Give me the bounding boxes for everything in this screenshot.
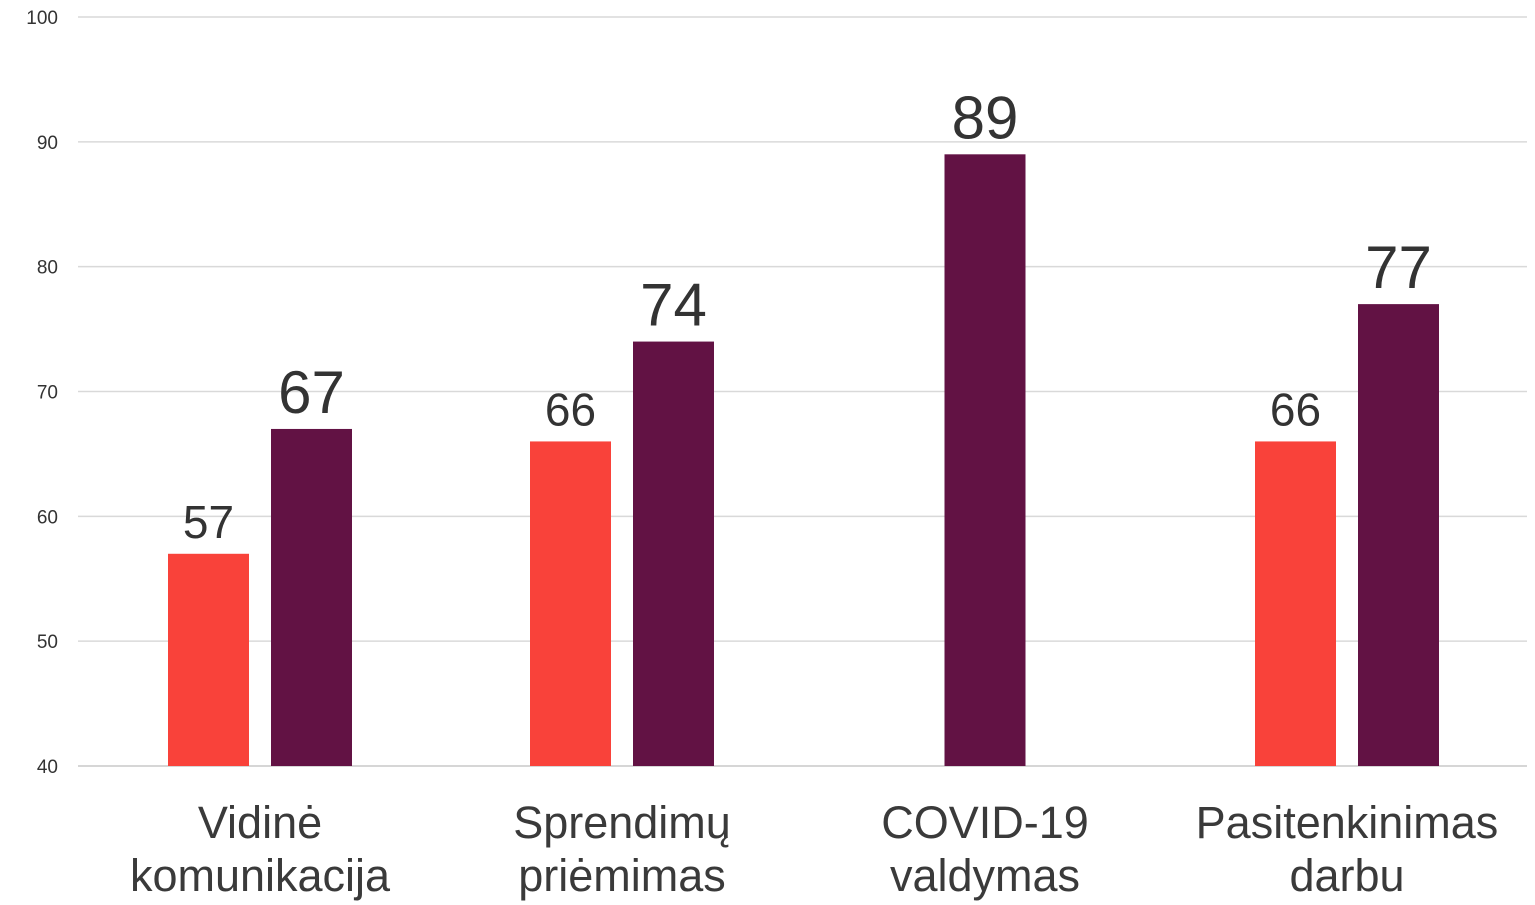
bar (633, 341, 714, 766)
bar (1358, 304, 1439, 766)
bar-value-label: 66 (1270, 383, 1321, 435)
category-label: Sprendimų priėmimas (513, 797, 731, 901)
y-tick-label: 80 (37, 258, 58, 279)
category-label: COVID-19 valdymas (881, 797, 1089, 901)
bar-value-label: 67 (278, 359, 345, 426)
y-tick-label: 90 (37, 133, 58, 154)
bar-value-label: 66 (545, 383, 596, 435)
data-labels: 57 67 66 74 89 66 77 (183, 84, 1432, 547)
bar (944, 154, 1026, 767)
bar (1255, 441, 1336, 766)
bar (530, 441, 611, 766)
bar-value-label: 57 (183, 496, 234, 548)
bar (271, 428, 352, 766)
category-label: Vidinė komunikacija (130, 797, 391, 901)
y-tick-label: 100 (26, 8, 58, 29)
y-tick-label: 40 (37, 757, 58, 778)
y-tick-label: 50 (37, 632, 58, 653)
y-tick-label: 60 (37, 507, 58, 528)
y-axis-ticks: 40 50 60 70 80 90 100 (26, 8, 58, 778)
x-axis-categories: Vidinė komunikacija Sprendimų priėmimas COVI… (130, 797, 1498, 901)
bar (168, 553, 249, 766)
bar-value-label: 74 (640, 272, 707, 339)
bar-value-label: 89 (952, 84, 1019, 151)
category-label: Pasitenkinimas darbu (1196, 797, 1499, 901)
bar-value-label: 77 (1365, 234, 1432, 301)
bars (168, 154, 1439, 767)
y-tick-label: 70 (37, 383, 58, 404)
